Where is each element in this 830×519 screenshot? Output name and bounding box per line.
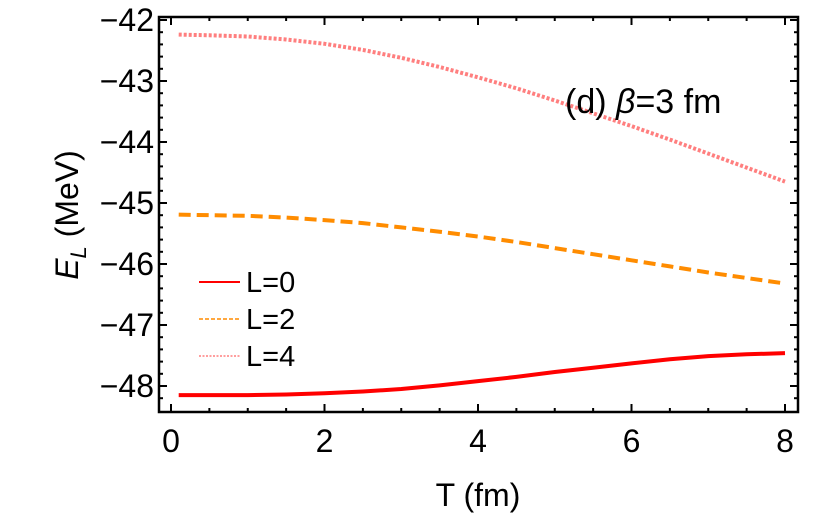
- y-tick-label: −44: [100, 124, 154, 160]
- y-tick-label: −45: [100, 185, 154, 221]
- series-layer: [178, 32, 786, 398]
- y-tick-label: −42: [100, 2, 154, 38]
- y-axis-title: EL (MeV): [49, 150, 91, 280]
- x-tick-label: 0: [162, 423, 180, 459]
- x-tick-label: 6: [623, 423, 641, 459]
- y-tick-label: −48: [100, 368, 154, 404]
- y-tick-label: −47: [100, 307, 154, 343]
- tick-labels: 0 2 4 6 8 −42 −43 −44 −45 −46 −47 −48: [100, 2, 794, 459]
- legend: L=0 L=2 L=4: [199, 267, 295, 373]
- y-tick-label: −46: [100, 246, 154, 282]
- x-axis-title: T (fm): [436, 477, 521, 513]
- panel-annotation: (d) β=3 fm: [565, 83, 721, 121]
- plot-frame: [157, 15, 800, 414]
- x-tick-label: 8: [776, 423, 794, 459]
- x-tick-label: 2: [316, 423, 334, 459]
- x-tick-label: 4: [469, 423, 487, 459]
- y-tick-label: −43: [100, 63, 154, 99]
- legend-label: L=2: [246, 304, 295, 336]
- series-line-l0: [178, 351, 786, 398]
- legend-label: L=0: [246, 267, 295, 299]
- series-line-l2: [178, 212, 786, 286]
- legend-label: L=4: [246, 341, 295, 373]
